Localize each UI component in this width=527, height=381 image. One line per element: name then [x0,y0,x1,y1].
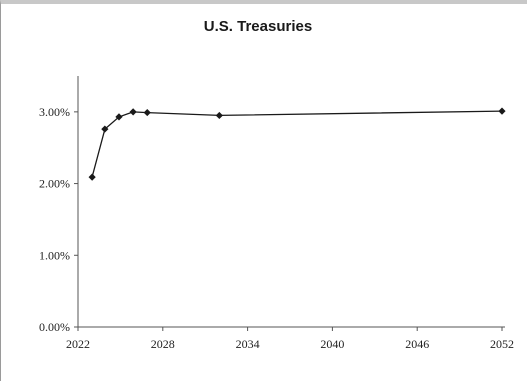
y-tick-label: 3.00% [39,105,70,119]
data-point-marker [88,173,96,181]
x-tick-label: 2040 [320,337,344,351]
y-tick-label: 0.00% [39,320,70,334]
x-tick-label: 2022 [66,337,90,351]
data-point-marker [129,108,137,116]
data-point-marker [143,108,151,117]
data-point-marker [101,125,109,133]
chart-title: U.S. Treasuries [204,18,312,35]
data-point-marker [215,111,223,120]
series-line-0 [91,110,503,178]
y-axis-ticks: 0.00% 1.00% 2.00% 3.00% [39,105,78,334]
y-tick-label: 1.00% [39,248,70,262]
x-axis-ticks: 2022 2028 2034 2040 2046 2052 [66,327,514,351]
data-point-marker [115,113,123,121]
x-tick-label: 2034 [236,337,260,351]
series-layer [88,107,506,181]
data-point-marker [498,107,506,115]
y-tick-label: 2.00% [39,177,70,191]
x-tick-label: 2046 [405,337,429,351]
x-tick-label: 2052 [490,337,514,351]
x-tick-label: 2028 [151,337,175,351]
